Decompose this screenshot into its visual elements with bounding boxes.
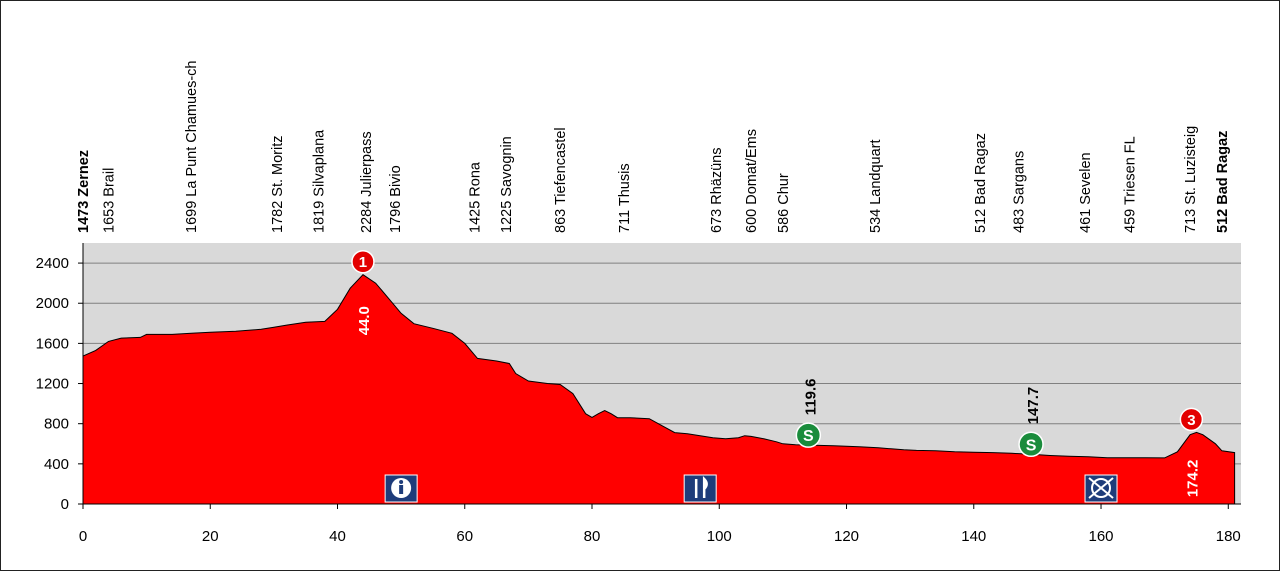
climb-category-label: 1 [359, 254, 367, 271]
sprint-markers: S 119.6 S 147.7 [795, 378, 1044, 458]
town-label: 673 Rhäzüns [709, 148, 725, 233]
y-tick-label: 2400 [36, 255, 69, 272]
info-icon-stem [399, 485, 404, 494]
x-tick-label: 120 [834, 528, 859, 545]
town-label: 713 St. Luzisteig [1183, 126, 1199, 233]
climb-category-badge [1179, 407, 1204, 432]
y-tick-label: 800 [44, 416, 69, 433]
sprint-km-label: 119.6 [802, 378, 819, 415]
town-label: 461 Sevelen [1078, 152, 1094, 233]
town-label: 512 Bad Ragaz [973, 133, 989, 233]
town-label: 1425 Rona [467, 161, 483, 233]
feed-zone-icon [683, 474, 717, 503]
town-label: 1699 La Punt Chamues-ch [184, 61, 200, 234]
no-service-icon [1084, 474, 1118, 503]
town-label: 600 Domat/Ems [744, 129, 760, 233]
x-tick-label: 100 [707, 528, 732, 545]
y-tick-label: 1200 [36, 376, 69, 393]
cross-line [1088, 477, 1114, 499]
town-label: 863 Tiefencastel [553, 127, 569, 233]
info-icon [384, 474, 418, 503]
elevation-area [82, 274, 1236, 505]
sprint-km-label: 147.7 [1025, 387, 1042, 425]
town-label: 1225 Savognin [499, 136, 515, 233]
town-label: 483 Sargans [1011, 151, 1027, 233]
info-icon-dot [399, 480, 404, 484]
town-label: 711 Thusis [617, 163, 633, 233]
x-tick-label: 140 [961, 528, 986, 545]
service-icons [384, 474, 1118, 503]
x-tick-label: 80 [584, 528, 601, 545]
town-label: 1782 St. Moritz [270, 135, 286, 233]
climb-markers: 1 44.0 3 174.2 [351, 249, 1204, 498]
town-label: 2284 Julierpass [359, 131, 375, 233]
y-tick-label: 0 [61, 496, 69, 513]
y-tick-label: 1600 [36, 335, 69, 352]
sprint-symbol: S [803, 428, 814, 445]
x-tick-labels: 0 20 40 60 80 100 120 140 160 180 [79, 504, 1241, 545]
y-tick-label: 2000 [36, 295, 69, 312]
town-label: 1473 Zernez [76, 150, 92, 233]
town-label: 1819 Silvaplana [311, 129, 327, 233]
town-label: 534 Landquart [868, 139, 884, 233]
climb-category-badge [351, 249, 375, 274]
town-labels: 1473 Zernez 1653 Brail 1699 La Punt Chamue… [76, 61, 1231, 234]
town-label: 512 Bad Ragaz [1215, 131, 1231, 233]
climb-category-label: 3 [1187, 412, 1195, 429]
climb-km-label: 174.2 [1184, 460, 1201, 498]
town-label: 1653 Brail [102, 168, 118, 233]
town-label: 586 Chur [776, 173, 792, 233]
x-tick-label: 60 [456, 528, 473, 545]
service-icon-box [683, 474, 717, 503]
x-tick-label: 180 [1216, 528, 1241, 545]
y-tick-label: 400 [44, 456, 69, 473]
x-tick-label: 0 [79, 528, 87, 545]
knife-shape [702, 475, 708, 498]
x-tick-label: 20 [202, 528, 219, 545]
sprint-symbol: S [1026, 437, 1037, 454]
town-label: 1796 Bivio [388, 165, 404, 233]
town-label: 459 Triesen FL [1123, 136, 1139, 233]
sprint-badge [1018, 431, 1044, 458]
sprint-badge [795, 422, 822, 448]
x-tick-label: 40 [329, 528, 346, 545]
y-tick-labels: 0 400 800 1200 1600 2000 2400 [36, 255, 83, 513]
service-circle [1091, 478, 1112, 498]
climb-km-label: 44.0 [356, 306, 373, 335]
x-tick-label: 160 [1089, 528, 1114, 545]
